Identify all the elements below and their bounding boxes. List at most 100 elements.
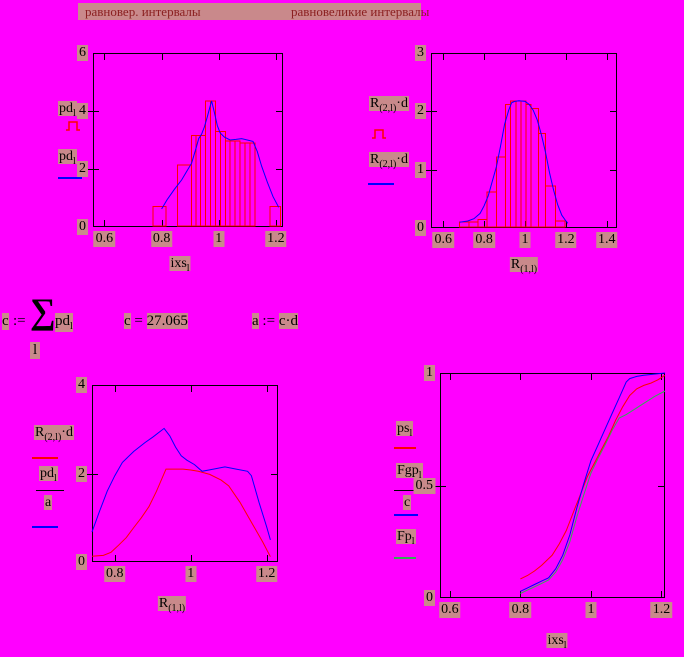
histogram-bar [239, 142, 246, 227]
formula-a[interactable]: a := c·d [252, 313, 307, 333]
histogram-bar [525, 103, 532, 228]
y-tick-label: 4 [77, 103, 88, 119]
histogram-bar [555, 220, 566, 228]
density-comparison-canvas [87, 385, 278, 562]
formula-result[interactable]: c = 27.065 [124, 313, 194, 333]
histogram-bar [537, 133, 546, 228]
y-tick-label: 0 [77, 219, 88, 235]
x-tick-label: 1 [585, 602, 597, 618]
var-pd: pdl [55, 313, 73, 332]
histogram-bar [229, 140, 236, 227]
legend-Rd-line: R(2,l)·d [369, 152, 409, 170]
green-line-glyph-icon [394, 557, 416, 559]
histogram-bar [219, 130, 226, 227]
caption-equiprobable-intervals: равновер. интервалы [85, 4, 201, 19]
histogram-bar [459, 221, 470, 228]
legend-ps: psl [396, 421, 414, 439]
histogram-bar [234, 140, 241, 227]
y-tick-label: 3 [415, 45, 426, 61]
x-tick-label: 1.2 [650, 602, 673, 618]
sum-index: l [30, 342, 41, 359]
x-tick-label: 1.4 [596, 232, 618, 248]
y-tick-label: 6 [77, 45, 88, 61]
x-tick-label: 0.8 [473, 232, 495, 248]
histogram-bar [249, 142, 256, 227]
histogram-bar [209, 100, 216, 227]
histogram-bar [530, 107, 539, 228]
y-tick-label: 0.5 [413, 477, 435, 494]
x-tick-label: 1 [519, 232, 531, 248]
equal-width-intervals-histogram-canvas [426, 53, 617, 228]
histogram-glyph-icon [372, 129, 386, 139]
histogram-bar [515, 100, 522, 228]
plot-density-comparison[interactable] [87, 385, 278, 562]
blue-line-glyph-icon [32, 526, 58, 528]
plot-equal-width-histogram[interactable] [426, 53, 617, 228]
legend-Rd-line: R(2,l)·d [34, 425, 74, 443]
caption-equal-width-intervals: равновеликие интервалы [291, 4, 430, 19]
x-tick-label: 1.2 [555, 232, 577, 248]
var-c: c [124, 313, 131, 329]
plot-equiprobable-histogram[interactable] [88, 53, 283, 227]
histogram-glyph-icon [66, 121, 80, 131]
x-tick-label: 1 [213, 231, 225, 247]
y-tick-label: 2 [77, 161, 88, 177]
expr-cd: c·d [278, 313, 298, 329]
ps-line [520, 374, 666, 580]
assign-operator: := [262, 313, 276, 329]
equals-operator: = [134, 313, 143, 329]
assign-operator: := [13, 313, 26, 329]
y-tick-label: 0 [76, 554, 87, 570]
Rd-density-line [459, 100, 569, 224]
legend-Fp: Fpl [396, 529, 416, 547]
histogram-bar [191, 135, 197, 227]
histogram-bar [520, 100, 527, 228]
histogram-bar [152, 206, 167, 227]
x-tick-label: 0.8 [150, 231, 173, 247]
x-tick-label: 1.2 [265, 231, 287, 247]
x-tick-label: 0.8 [104, 566, 126, 582]
x-tick-label: 0.6 [432, 232, 454, 248]
red-line-glyph-icon [32, 457, 58, 459]
histogram-bar [200, 135, 207, 227]
blue-line-glyph-icon [394, 514, 418, 516]
y-tick-label: 2 [76, 465, 87, 482]
red-line-glyph-icon [394, 447, 416, 449]
x-tick-label: 0.6 [93, 231, 116, 247]
legend-pd-over-a-denominator: a [44, 495, 53, 510]
value-c: 27.065 [146, 313, 188, 329]
histogram-bar [244, 142, 251, 227]
blue-line-glyph-icon [368, 183, 394, 185]
y-tick-label: 4 [76, 377, 87, 393]
histogram-bar [486, 191, 497, 228]
histogram-bar [544, 185, 557, 228]
legend-pd-line: pdl [58, 149, 77, 167]
legend-pd-over-a-numerator: pdl [39, 466, 58, 484]
Rd-line [91, 468, 271, 557]
histogram-bar [510, 100, 517, 228]
formula-sum[interactable]: c := ∑ pdl l [0, 292, 85, 370]
pd-over-a-line [91, 427, 271, 541]
plot-cumulative-distributions[interactable] [435, 372, 666, 598]
xlabel-ixs: ixsl [169, 256, 191, 274]
x-tick-label: 1.2 [255, 566, 278, 582]
x-tick-label: 0.8 [509, 602, 532, 618]
histogram-bar [269, 206, 282, 227]
Fp-line [520, 390, 666, 594]
xlabel-R11: R(1,l) [157, 596, 187, 614]
fraction-bar [36, 490, 64, 491]
y-tick-label: 0 [424, 590, 435, 606]
caption-strip [78, 3, 421, 20]
histogram-bar [214, 130, 221, 227]
histogram-bar [195, 135, 202, 227]
cumulative-distributions-canvas [435, 372, 666, 598]
pd-density-line [161, 100, 280, 210]
histogram-bar [224, 140, 231, 227]
equiprobable-intervals-histogram-canvas [88, 53, 283, 227]
legend-Fgp-over-c-denominator: c [403, 495, 412, 510]
y-tick-label: 0 [415, 220, 426, 236]
y-tick-label: 2 [415, 103, 426, 120]
fraction-bar [394, 490, 424, 491]
x-tick-label: 0.6 [439, 602, 461, 618]
